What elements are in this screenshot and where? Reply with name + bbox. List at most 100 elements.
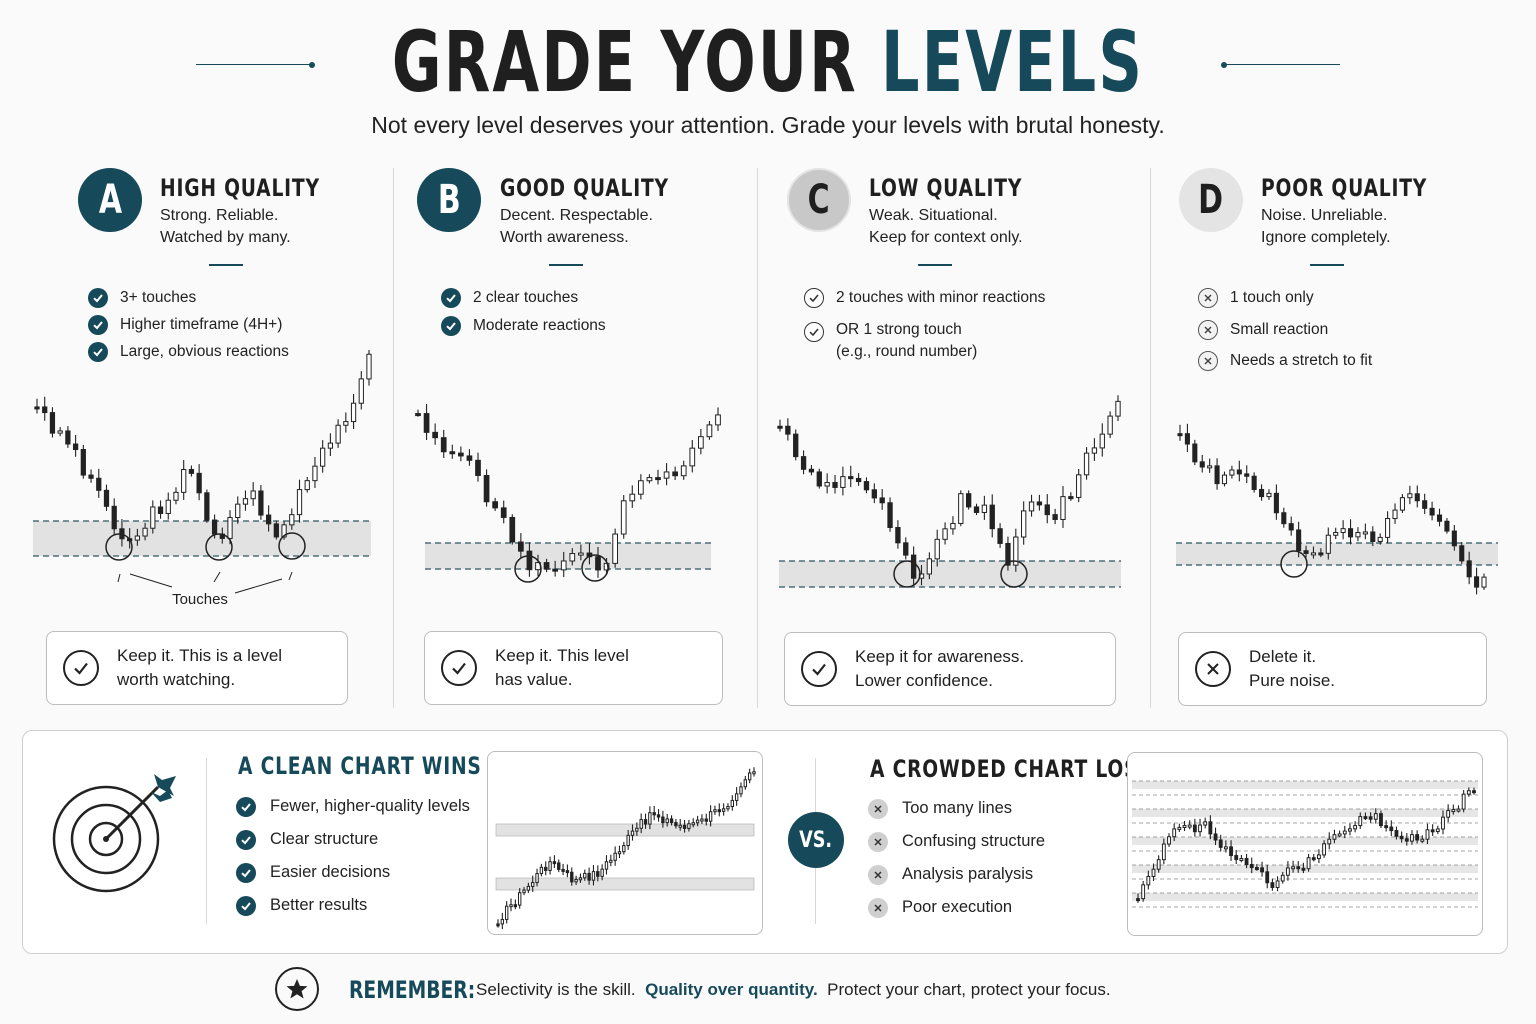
candle	[713, 809, 717, 813]
candle	[1368, 816, 1373, 820]
x-outline-icon	[1198, 320, 1218, 340]
divider	[549, 264, 583, 266]
candle	[1249, 864, 1254, 869]
candle	[88, 474, 94, 479]
check-icon	[236, 896, 256, 916]
candle	[661, 816, 665, 824]
candle	[526, 885, 531, 891]
candle	[258, 490, 264, 516]
touch-circle	[1280, 550, 1308, 578]
candle	[1384, 825, 1389, 829]
candle	[848, 476, 854, 480]
check-circle-icon	[801, 651, 837, 687]
candle	[824, 482, 830, 487]
candle	[423, 413, 430, 433]
candle	[734, 793, 739, 801]
candle	[42, 406, 48, 414]
divider	[1310, 264, 1344, 266]
candle	[1348, 828, 1352, 832]
candle	[629, 493, 636, 502]
x-icon	[868, 832, 888, 852]
check-icon	[441, 288, 461, 308]
candle	[1385, 518, 1391, 538]
check-icon	[236, 830, 256, 850]
candle	[793, 433, 799, 458]
candle	[840, 476, 846, 488]
candle	[1275, 880, 1280, 888]
candle	[157, 506, 164, 514]
candle	[1456, 808, 1461, 812]
target-icon	[52, 774, 176, 893]
candle	[509, 904, 513, 908]
candle	[574, 879, 578, 883]
candle	[1091, 447, 1098, 454]
candle	[1306, 857, 1311, 870]
candle	[1317, 854, 1321, 860]
candle	[785, 425, 791, 435]
candle	[1151, 868, 1156, 877]
candle	[638, 480, 644, 495]
candle	[1389, 826, 1394, 832]
candle	[1207, 465, 1213, 469]
candle	[981, 504, 988, 513]
candle	[560, 560, 567, 571]
candle	[1451, 809, 1456, 813]
candle	[1259, 488, 1265, 498]
candle	[1270, 882, 1275, 888]
candle	[1028, 501, 1035, 512]
grade-d-badge: D	[1179, 168, 1243, 232]
level-zone	[1176, 543, 1498, 565]
panel-divider	[206, 758, 207, 924]
check-circle-icon	[441, 650, 477, 686]
candle	[739, 786, 743, 795]
candle	[620, 500, 627, 535]
candle	[440, 437, 447, 453]
grade-d-criteria: 1 touch only Small reaction Needs a stre…	[1198, 287, 1372, 381]
candle	[1052, 514, 1058, 520]
candle	[1325, 534, 1331, 554]
candle	[630, 830, 635, 836]
candle	[596, 871, 600, 877]
candle	[665, 818, 669, 824]
candle	[609, 859, 613, 863]
candle	[816, 471, 822, 487]
grade-d-chart	[1176, 423, 1498, 595]
candle	[674, 822, 678, 827]
candle	[1107, 415, 1113, 435]
candle	[1146, 875, 1151, 886]
annotation-arrow	[129, 573, 173, 588]
candle	[57, 430, 63, 434]
x-icon	[868, 898, 888, 918]
candle	[1156, 859, 1161, 870]
candle	[1444, 520, 1450, 532]
check-icon	[88, 342, 108, 362]
candle	[327, 442, 334, 449]
vs-badge: VS.	[788, 812, 844, 868]
candle	[680, 465, 687, 477]
candle	[1239, 858, 1244, 862]
candle	[1370, 531, 1376, 543]
candle	[1198, 824, 1202, 833]
grade-b-desc: Decent. Respectable. Worth awareness.	[500, 207, 653, 246]
candle	[1430, 829, 1435, 833]
candle	[747, 772, 752, 781]
x-icon	[868, 799, 888, 819]
grade-b-badge: B	[417, 168, 481, 232]
candle	[717, 809, 721, 813]
candle	[188, 468, 195, 474]
candle	[350, 402, 357, 423]
candle	[1461, 793, 1466, 810]
candle	[1229, 846, 1233, 857]
candle	[704, 818, 708, 822]
candle	[726, 806, 730, 810]
title-decoration-left	[196, 61, 315, 68]
candle	[522, 889, 526, 894]
candle	[500, 918, 505, 925]
candle	[548, 861, 552, 871]
candle	[1044, 504, 1050, 516]
candle	[926, 558, 933, 575]
candle	[691, 822, 695, 826]
candle	[1187, 824, 1192, 828]
touch-circle	[205, 533, 233, 561]
level-zone	[33, 521, 371, 556]
